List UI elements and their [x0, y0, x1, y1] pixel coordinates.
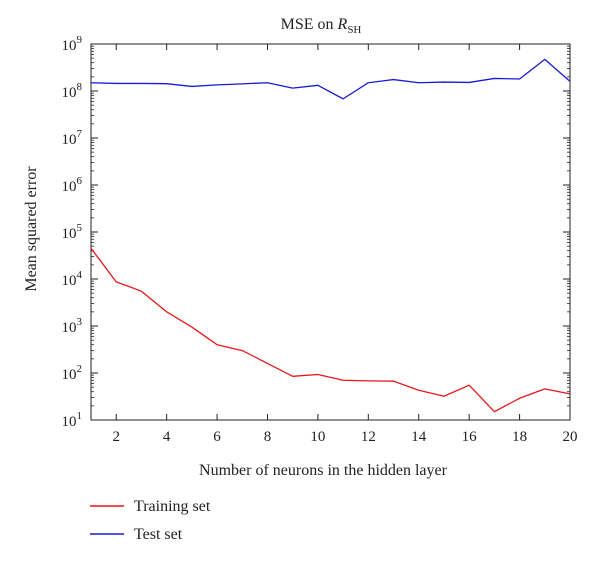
y-tick-label: 105 — [62, 222, 83, 242]
y-tick-label: 104 — [62, 269, 83, 289]
x-tick-label: 18 — [512, 429, 527, 445]
series-layer — [90, 58, 571, 413]
title-subscript: SH — [347, 24, 361, 36]
x-tick-label: 6 — [213, 429, 221, 445]
y-tick-label: 106 — [62, 175, 83, 195]
legend-label: Training set — [134, 498, 211, 515]
title-symbol: R — [337, 16, 348, 33]
x-axis-label: Number of neurons in the hidden layer — [199, 462, 448, 479]
series-line-test — [90, 58, 571, 100]
y-tick-label: 107 — [62, 128, 83, 148]
y-tick-label: 101 — [62, 410, 83, 430]
title-main: MSE on — [281, 16, 338, 33]
chart-title: MSE on RSH — [281, 16, 362, 36]
y-tick-label: 102 — [62, 363, 83, 383]
legend-label: Test set — [134, 526, 183, 543]
x-tick-label: 16 — [462, 429, 478, 445]
axis-ticks — [91, 43, 571, 421]
y-tick-label: 103 — [62, 316, 83, 336]
y-tick-label: 108 — [62, 81, 83, 101]
tick-labels: 2 4 6 8 10 12 14 16 18 20 101 102 103 104 105 106 107 108… — [62, 34, 578, 445]
legend: Training set Test set — [90, 498, 211, 543]
plot-frame — [90, 43, 571, 421]
x-tick-label: 20 — [563, 429, 578, 445]
x-tick-label: 12 — [361, 429, 376, 445]
x-tick-label: 2 — [112, 429, 120, 445]
x-tick-label: 14 — [411, 429, 427, 445]
x-tick-label: 8 — [264, 429, 272, 445]
y-tick-label: 109 — [62, 34, 83, 54]
y-axis-label: Mean squared error — [23, 166, 40, 292]
x-tick-label: 10 — [310, 429, 325, 445]
x-tick-label: 4 — [163, 429, 171, 445]
series-line-training — [90, 247, 571, 413]
